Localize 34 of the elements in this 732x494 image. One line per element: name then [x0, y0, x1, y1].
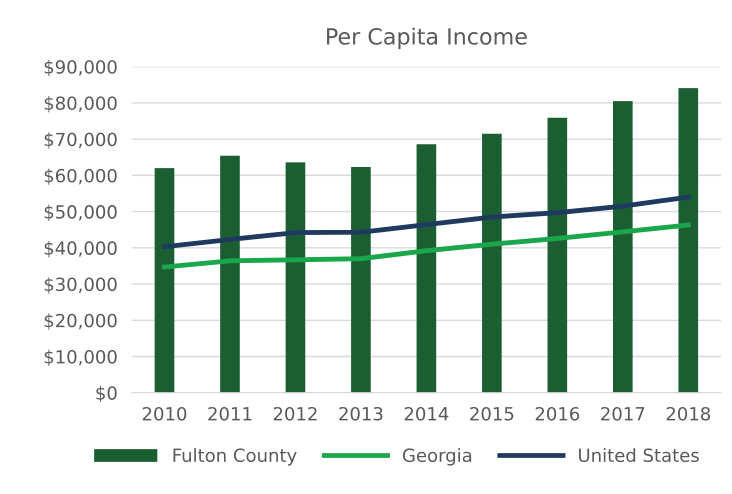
x-tick-label: 2012 — [274, 406, 317, 421]
bar — [612, 101, 633, 393]
y-tick-label: $40,000 — [44, 240, 117, 258]
y-tick-label: $30,000 — [44, 277, 117, 294]
x-tick-label: 2010 — [142, 406, 186, 421]
x-tick-label: 2018 — [666, 406, 710, 421]
y-tick-label: $90,000 — [44, 60, 117, 76]
x-tick-label: 2011 — [208, 406, 252, 421]
x-tick-label: 2016 — [536, 406, 580, 421]
y-tick-label: $80,000 — [44, 96, 117, 112]
legend-label: United States — [579, 448, 699, 462]
bar — [351, 167, 371, 393]
bar — [678, 88, 698, 393]
x-tick-label: 2013 — [339, 406, 382, 421]
y-tick-label: $0 — [96, 386, 117, 402]
y-tick-label: $20,000 — [44, 313, 117, 330]
y-tick-label: $60,000 — [44, 168, 117, 185]
x-tick-label: 2017 — [601, 406, 644, 421]
x-tick-label: 2014 — [404, 406, 448, 421]
y-tick-label: $70,000 — [44, 132, 117, 149]
chart-title: Per Capita Income — [327, 28, 527, 50]
legend-label: Georgia — [402, 448, 472, 466]
bar — [548, 118, 568, 393]
bar — [220, 156, 240, 393]
line-series — [162, 194, 691, 250]
bar — [482, 134, 502, 393]
y-tick-label: $10,000 — [44, 350, 117, 366]
line-series — [162, 222, 691, 270]
y-tick-label: $50,000 — [44, 204, 117, 222]
bar — [416, 144, 436, 393]
x-tick-label: 2015 — [470, 406, 514, 421]
bar — [154, 168, 174, 393]
legend-label: Fulton County — [174, 448, 297, 466]
bar — [286, 162, 306, 393]
